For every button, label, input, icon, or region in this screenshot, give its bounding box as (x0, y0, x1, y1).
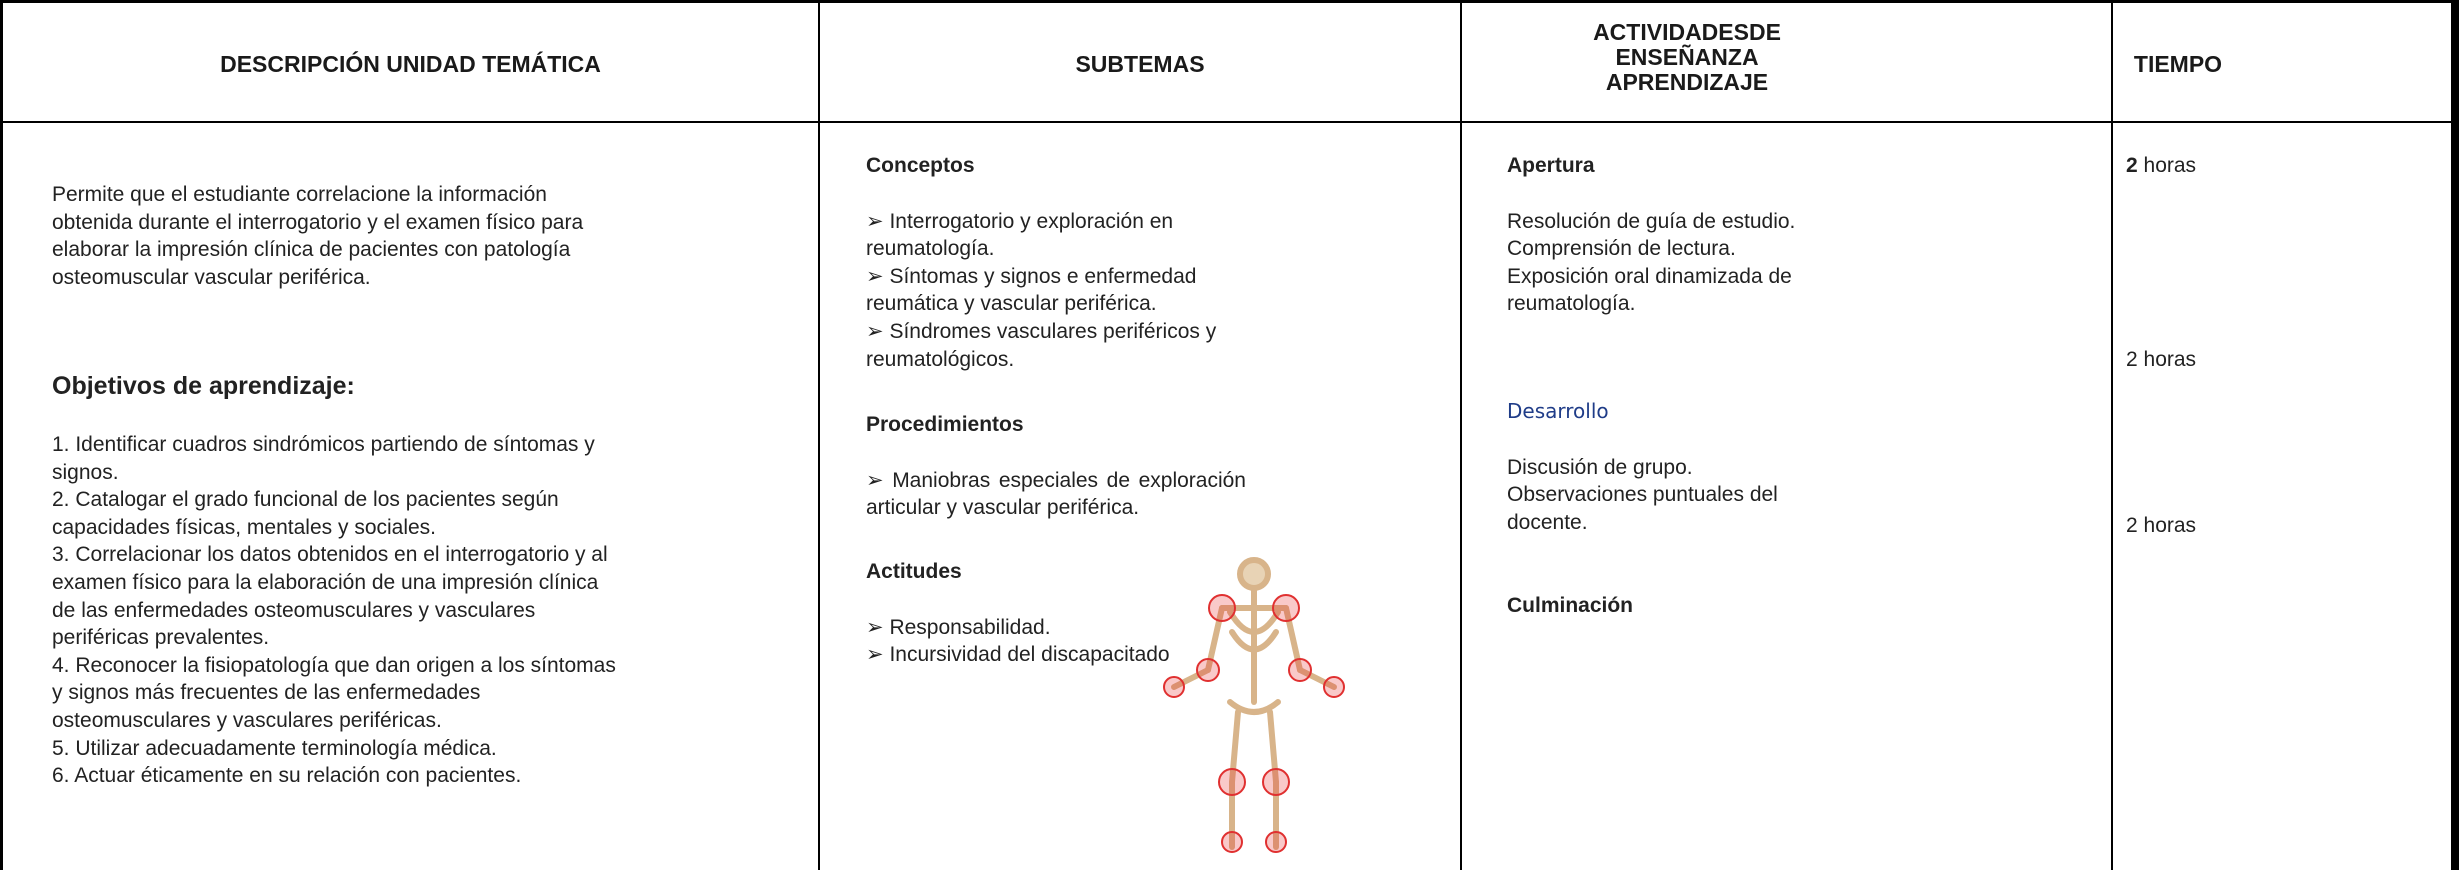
time-amount: 2 (2126, 514, 2138, 537)
header-cell: SUBTEMAS (1075, 51, 1205, 77)
section-title: Conceptos (866, 154, 975, 177)
activity-title: Desarrollo (1507, 398, 1609, 423)
time-unit: horas (2143, 348, 2197, 371)
border-right (2451, 0, 2459, 870)
objective: 3. Correlacionar los datos obtenidos en … (52, 543, 608, 650)
header-cell: TIEMPO (2133, 51, 2223, 77)
time-entry: 2 horas (2126, 512, 2196, 540)
bullet-item: Síndromes vasculares periféricos y reuma… (866, 318, 1251, 373)
col-rule (1460, 0, 1462, 870)
objective: 2. Catalogar el grado funcional de los p… (52, 488, 559, 539)
time-entry: 2 horas (2126, 346, 2196, 374)
activity-title: Culminación (1507, 594, 1634, 618)
objectives: 1. Identificar cuadros sindrómicos parti… (52, 431, 622, 790)
border-top (0, 0, 2459, 3)
col-rule (818, 0, 820, 870)
time-unit: horas (2143, 514, 2197, 537)
objective: 5. Utilizar adecuadamente terminología m… (52, 736, 497, 760)
time-entry: 2 horas (2126, 152, 2196, 180)
section-title: Procedimientos (866, 413, 1024, 437)
activity-item: Comprensión de lectura. (1507, 237, 1736, 261)
objective: 4. Reconocer la fisiopatología que dan o… (52, 653, 616, 732)
activity-item: Observaciones puntuales del docente. (1507, 483, 1778, 534)
bullet-item: Maniobras especiales de exploración arti… (866, 467, 1246, 522)
bullet-item: Responsabilidad. (866, 614, 1251, 642)
border-left (0, 0, 3, 870)
activities: Apertura Resolución de guía de estudio. Co… (1507, 152, 1852, 620)
objectives-title: Objetivos de aprendizaje: (52, 372, 355, 400)
time-unit: horas (2143, 154, 2197, 177)
activity-item: Exposición oral dinamizada de reumatolog… (1507, 264, 1792, 316)
subtopics: Conceptos Interrogatorio y exploración en… (866, 152, 1251, 669)
time-amount: 2 (2126, 348, 2138, 371)
activity-item: Discusión de grupo. (1507, 455, 1693, 479)
description: Permite que el estudiante correlacione l… (52, 181, 622, 291)
col-rule (2111, 0, 2113, 870)
bullet-item: Interrogatorio y exploración en reumatol… (866, 208, 1251, 263)
time-amount: 2 (2126, 154, 2138, 177)
header-cell: ACTIVIDADESDE ENSEÑANZA APRENDIZAJE (1593, 19, 1781, 95)
bullet-item: Incursividad del discapacitado (866, 641, 1251, 669)
header-cell: DESCRIPCIÓN UNIDAD TEMÁTICA (220, 51, 601, 77)
intro: Permite que el estudiante correlacione l… (52, 183, 584, 289)
objective: 6. Actuar éticamente en su relación con … (52, 764, 522, 788)
activity-item: Resolución de guía de estudio. (1507, 209, 1796, 233)
section-title: Actitudes (866, 559, 962, 583)
header-rule (0, 121, 2459, 123)
skeleton-illustration (1163, 557, 1345, 853)
activity-title: Apertura (1507, 154, 1595, 177)
objective: 1. Identificar cuadros sindrómicos parti… (52, 433, 595, 484)
bullet-item: Síntomas y signos e enfermedad reumática… (866, 263, 1251, 318)
